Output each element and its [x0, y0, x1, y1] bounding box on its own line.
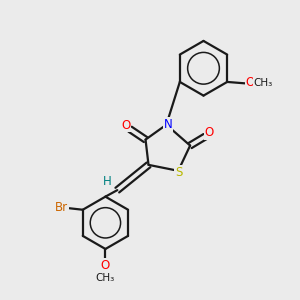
Text: S: S — [175, 166, 182, 179]
Text: O: O — [205, 126, 214, 139]
Text: O: O — [101, 260, 110, 272]
Text: CH₃: CH₃ — [96, 273, 115, 283]
Text: O: O — [246, 76, 255, 89]
Text: H: H — [103, 175, 111, 188]
Text: O: O — [121, 118, 130, 131]
Text: N: N — [164, 118, 172, 130]
Text: CH₃: CH₃ — [254, 77, 273, 88]
Text: Br: Br — [55, 201, 68, 214]
